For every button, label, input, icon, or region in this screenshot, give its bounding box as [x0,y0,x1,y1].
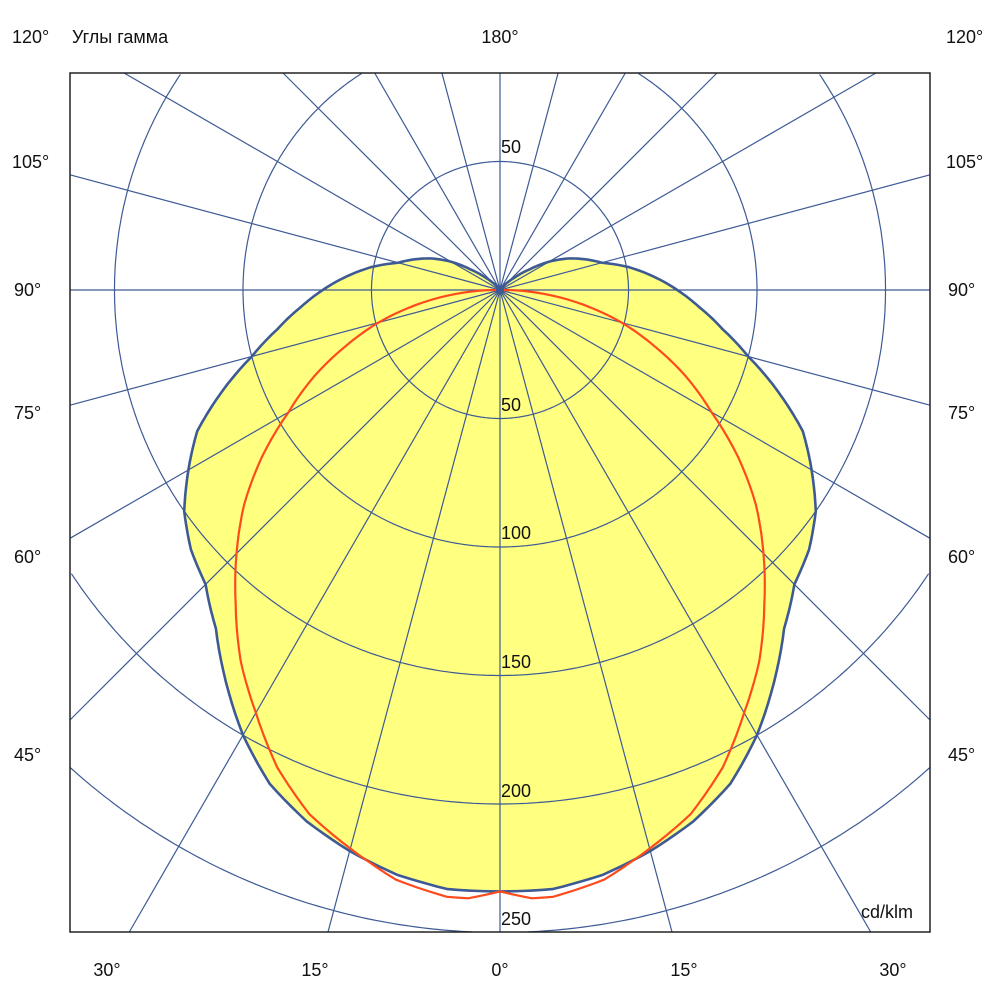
grid-ray [499,289,872,933]
angle-label-right: 45° [948,745,976,765]
grid-ray [441,72,501,291]
grid-ray [69,289,501,539]
grid-ray [499,72,559,291]
grid-ray [69,289,501,406]
angle-label-bottom: 15° [301,960,329,980]
grid-ray [69,174,501,291]
grid-ray [499,289,931,721]
unit-label: cd/klm [861,902,914,922]
grid-ring [70,573,930,805]
angle-label-left: 105° [12,152,50,172]
angle-label-right: 60° [948,547,976,567]
grid-ray [128,289,501,933]
angle-label-bottom: 30° [879,960,907,980]
grid-ray [499,289,673,933]
plot-frame [69,72,931,933]
angle-label-left: 90° [14,280,42,300]
angle-label-left: 75° [14,403,42,423]
radial-tick-label: 100 [501,523,532,543]
grid-ray [282,72,501,291]
angle-label-bottom: 15° [670,960,698,980]
radial-tick-label: 250 [501,909,532,929]
angle-label-right: 105° [946,152,984,172]
radial-tick-label: 200 [501,781,532,801]
radial-tick-label: 150 [501,652,532,672]
chart-title: Углы гамма [72,27,169,47]
angle-label-top-left: 120° [12,27,50,47]
radial-tick-label: 50 [501,395,522,415]
grid-ray [499,72,626,291]
grid-ray [123,72,501,291]
angle-label-left: 45° [14,745,42,765]
radial-tick-label: 50 [501,137,522,157]
grid-ray [499,72,877,291]
angle-label-top-right: 120° [946,27,984,47]
grid-ray [499,289,931,539]
grid-ring [69,767,931,933]
plot-group [69,72,931,933]
angle-label-bottom: 30° [93,960,121,980]
angle-label-left: 60° [14,547,42,567]
angle-label-right: 90° [948,280,976,300]
angle-label-bottom: 0° [491,960,509,980]
grid-ray [327,289,501,933]
angle-label-top-center: 180° [481,27,519,47]
grid-ring [113,74,887,677]
origin-marker [496,286,504,294]
grid-ray [374,72,501,291]
grid-ray [499,289,931,406]
grid-ring [242,72,758,548]
grid-ray [69,289,501,721]
grid-ray [499,174,931,291]
angle-label-right: 75° [948,403,976,423]
grid-ray [499,72,718,291]
